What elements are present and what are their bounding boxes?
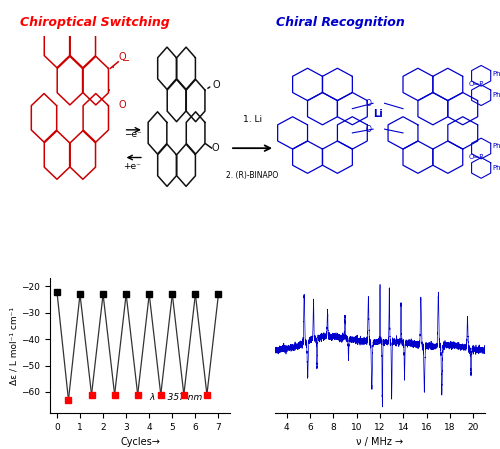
Text: O: O [366,125,372,134]
Text: −: − [122,56,130,66]
Text: O: O [212,143,220,153]
Y-axis label: Δε / L mol⁻¹ cm⁻¹: Δε / L mol⁻¹ cm⁻¹ [10,307,18,385]
Text: O=P: O=P [468,81,484,88]
Text: Ph: Ph [492,165,500,171]
Text: 1. Li: 1. Li [243,115,262,124]
Text: O: O [118,52,126,62]
Text: λ = 357 nm: λ = 357 nm [149,392,202,401]
Text: ·: · [111,61,115,75]
Text: Ph: Ph [492,70,500,77]
X-axis label: ν / MHz →: ν / MHz → [356,437,404,447]
X-axis label: Cycles→: Cycles→ [120,437,160,447]
Text: Chiral Recognition: Chiral Recognition [276,16,404,29]
Text: O: O [212,80,220,91]
Text: ·: · [107,84,112,97]
Text: +e⁻: +e⁻ [124,162,142,171]
Text: Chiroptical Switching: Chiroptical Switching [20,16,170,29]
Text: O: O [118,101,126,110]
Text: Ph: Ph [492,92,500,98]
Text: O=P: O=P [468,154,484,160]
Text: 2. (R)-BINAPO: 2. (R)-BINAPO [226,171,278,180]
Text: −e⁻: −e⁻ [124,130,142,139]
Text: Ph: Ph [492,143,500,150]
Text: O: O [366,99,372,108]
Text: Li: Li [373,109,382,119]
